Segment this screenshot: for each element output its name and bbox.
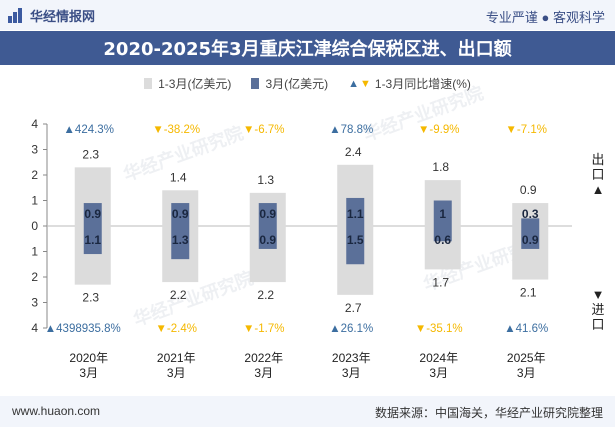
legend-item-cumulative: 1-3月(亿美元) bbox=[144, 75, 231, 92]
tagline: 专业严谨 ● 客观科学 bbox=[485, 10, 605, 25]
triangle-down-icon: ▼ bbox=[360, 77, 371, 90]
category-label: 3月 bbox=[79, 366, 98, 380]
export-monthly-label: 1 bbox=[439, 207, 446, 221]
export-monthly-label: 0.9 bbox=[172, 207, 189, 221]
export-cumulative-label: 1.4 bbox=[170, 170, 187, 184]
export-cumulative-label: 2.4 bbox=[345, 145, 362, 159]
export-monthly-label: 0.9 bbox=[259, 207, 276, 221]
legend-swatch-cumulative bbox=[144, 78, 153, 89]
brand-name: 华经情报网 bbox=[30, 9, 96, 24]
import-monthly-bar bbox=[521, 226, 540, 249]
category-label: 2020年 bbox=[69, 351, 108, 365]
export-monthly-bar bbox=[346, 197, 365, 226]
import-monthly-bar bbox=[258, 226, 277, 249]
import-growth-label: ▲26.1% bbox=[329, 323, 373, 335]
category-label: 3月 bbox=[254, 366, 273, 380]
export-growth-label: ▼-6.7% bbox=[243, 124, 284, 136]
export-monthly-bar bbox=[258, 203, 277, 226]
import-monthly-label: 0.9 bbox=[259, 233, 276, 247]
import-monthly-bar bbox=[171, 226, 190, 260]
chart-area: 432101234出口▲▼进口2.32.30.91.1▲424.3%▲43989… bbox=[31, 117, 605, 380]
y-tick-label: 4 bbox=[31, 117, 38, 131]
y-tick-label: 2 bbox=[31, 168, 38, 182]
y-tick-label: 2 bbox=[31, 270, 38, 284]
export-cumulative-label: 1.3 bbox=[257, 173, 274, 187]
import-cumulative-label: 2.1 bbox=[520, 286, 537, 300]
y-tick-label: 4 bbox=[31, 321, 38, 335]
export-axis-label: ▲ bbox=[592, 182, 605, 197]
legend-label-growth: 1-3月同比增速(%) bbox=[374, 77, 471, 91]
legend: 1-3月(亿美元) 3月(亿美元) ▲ ▼ 1-3月同比增速(%) bbox=[0, 75, 615, 92]
category-label: 3月 bbox=[167, 366, 186, 380]
import-cumulative-label: 2.2 bbox=[257, 288, 274, 302]
category-label: 2024年 bbox=[419, 351, 458, 365]
category-label: 2023年 bbox=[332, 351, 371, 365]
export-axis-label: 出 bbox=[591, 152, 604, 167]
y-tick-label: 0 bbox=[31, 219, 38, 233]
y-tick-label: 3 bbox=[31, 143, 38, 157]
y-tick-label: 1 bbox=[31, 245, 38, 259]
import-monthly-label: 1.5 bbox=[347, 233, 364, 247]
export-cumulative-label: 0.9 bbox=[520, 183, 537, 197]
export-axis-label: 口 bbox=[591, 167, 604, 182]
legend-item-growth: ▲ ▼ 1-3月同比增速(%) bbox=[348, 75, 471, 92]
y-tick-label: 3 bbox=[31, 296, 38, 310]
export-cumulative-label: 2.3 bbox=[82, 147, 99, 161]
import-monthly-bar bbox=[346, 226, 365, 265]
footer: www.huaon.com 数据来源：中国海关，华经产业研究院整理 bbox=[0, 396, 615, 427]
export-growth-label: ▲424.3% bbox=[64, 124, 114, 136]
export-growth-label: ▼-9.9% bbox=[418, 124, 459, 136]
export-monthly-label: 0.3 bbox=[522, 207, 539, 221]
import-growth-label: ▼-1.7% bbox=[243, 323, 284, 335]
import-monthly-bar bbox=[433, 226, 452, 242]
footer-source: 数据来源：中国海关，华经产业研究院整理 bbox=[374, 406, 603, 420]
category-label: 3月 bbox=[517, 366, 536, 380]
y-tick-label: 1 bbox=[31, 194, 38, 208]
export-monthly-bar bbox=[171, 203, 190, 226]
import-monthly-label: 1.3 bbox=[172, 233, 189, 247]
import-monthly-bar bbox=[83, 226, 102, 255]
legend-label-monthly: 3月(亿美元) bbox=[265, 77, 329, 91]
import-monthly-label: 1.1 bbox=[84, 233, 101, 247]
import-axis-label: 口 bbox=[591, 317, 604, 332]
export-growth-label: ▼-38.2% bbox=[152, 124, 200, 136]
export-monthly-bar bbox=[433, 200, 452, 226]
import-monthly-label: 0.9 bbox=[522, 233, 539, 247]
category-label: 2025年 bbox=[507, 351, 546, 365]
import-growth-label: ▲4398935.8% bbox=[45, 323, 121, 335]
category-label: 2021年 bbox=[157, 351, 196, 365]
export-cumulative-label: 1.8 bbox=[432, 160, 449, 174]
export-growth-label: ▲78.8% bbox=[329, 124, 373, 136]
export-monthly-bar bbox=[521, 218, 540, 226]
legend-item-monthly: 3月(亿美元) bbox=[251, 75, 328, 92]
import-growth-label: ▼-2.4% bbox=[156, 323, 197, 335]
import-cumulative-label: 2.3 bbox=[82, 291, 99, 305]
import-cumulative-label: 2.2 bbox=[170, 288, 187, 302]
bar-chart-logo-icon bbox=[8, 7, 24, 24]
category-label: 3月 bbox=[342, 366, 361, 380]
triangle-up-icon: ▲ bbox=[348, 77, 359, 90]
legend-label-cumulative: 1-3月(亿美元) bbox=[158, 77, 232, 91]
category-label: 2022年 bbox=[244, 351, 283, 365]
footer-website[interactable]: www.huaon.com bbox=[12, 404, 101, 418]
export-monthly-label: 0.9 bbox=[84, 207, 101, 221]
import-axis-label: 进 bbox=[591, 302, 604, 317]
export-monthly-label: 1.1 bbox=[347, 207, 364, 221]
import-axis-label: ▼ bbox=[592, 287, 605, 302]
legend-swatch-monthly bbox=[251, 78, 260, 89]
import-cumulative-label: 2.7 bbox=[345, 301, 362, 315]
import-growth-label: ▼-35.1% bbox=[415, 323, 463, 335]
export-growth-label: ▼-7.1% bbox=[506, 124, 547, 136]
export-monthly-bar bbox=[83, 203, 102, 226]
import-cumulative-label: 1.7 bbox=[432, 275, 449, 289]
brand[interactable]: 华经情报网 bbox=[8, 6, 95, 25]
import-growth-label: ▲41.6% bbox=[504, 323, 548, 335]
category-label: 3月 bbox=[429, 366, 448, 380]
chart-title: 2020-2025年3月重庆江津综合保税区进、出口额 bbox=[0, 31, 615, 65]
import-monthly-label: 0.6 bbox=[434, 233, 451, 247]
top-bar: 华经情报网 专业严谨 ● 客观科学 bbox=[0, 0, 615, 30]
